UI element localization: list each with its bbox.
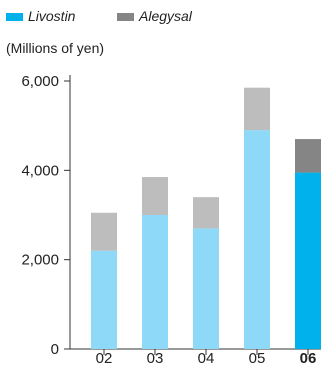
bar-alegysal-06	[295, 139, 321, 173]
bar-livostin-05	[244, 130, 270, 349]
x-tick-label: 06	[300, 350, 317, 365]
y-tick-label: 2,000	[21, 252, 59, 269]
bars	[91, 87, 321, 349]
y-tick-label: 6,000	[21, 73, 59, 90]
x-tick-label: 05	[249, 350, 266, 365]
x-tick-label: 04	[198, 350, 215, 365]
y-axis-ticks: 0 2,000 4,000 6,000	[21, 73, 70, 358]
legend-label-alegysal: Alegysal	[138, 8, 193, 24]
bar-alegysal-04	[193, 197, 219, 229]
bar-livostin-02	[91, 250, 117, 349]
bar-alegysal-02	[91, 212, 117, 251]
y-tick-label: 0	[51, 341, 59, 358]
x-tick-label: 02	[96, 350, 113, 365]
x-axis-ticks: 02 03 04 05 06	[96, 349, 317, 365]
y-tick-label: 4,000	[21, 162, 59, 179]
legend-label-livostin: Livostin	[28, 8, 76, 24]
bar-livostin-03	[142, 215, 168, 349]
bar-livostin-04	[193, 228, 219, 349]
legend: Livostin Alegysal	[6, 8, 193, 24]
x-tick-label: 03	[147, 350, 164, 365]
bar-alegysal-03	[142, 177, 168, 215]
bar-alegysal-05	[244, 87, 270, 131]
bar-livostin-06	[295, 172, 321, 349]
units-label: (Millions of yen)	[6, 40, 104, 56]
legend-swatch-alegysal	[117, 13, 134, 21]
legend-swatch-livostin	[6, 13, 23, 21]
